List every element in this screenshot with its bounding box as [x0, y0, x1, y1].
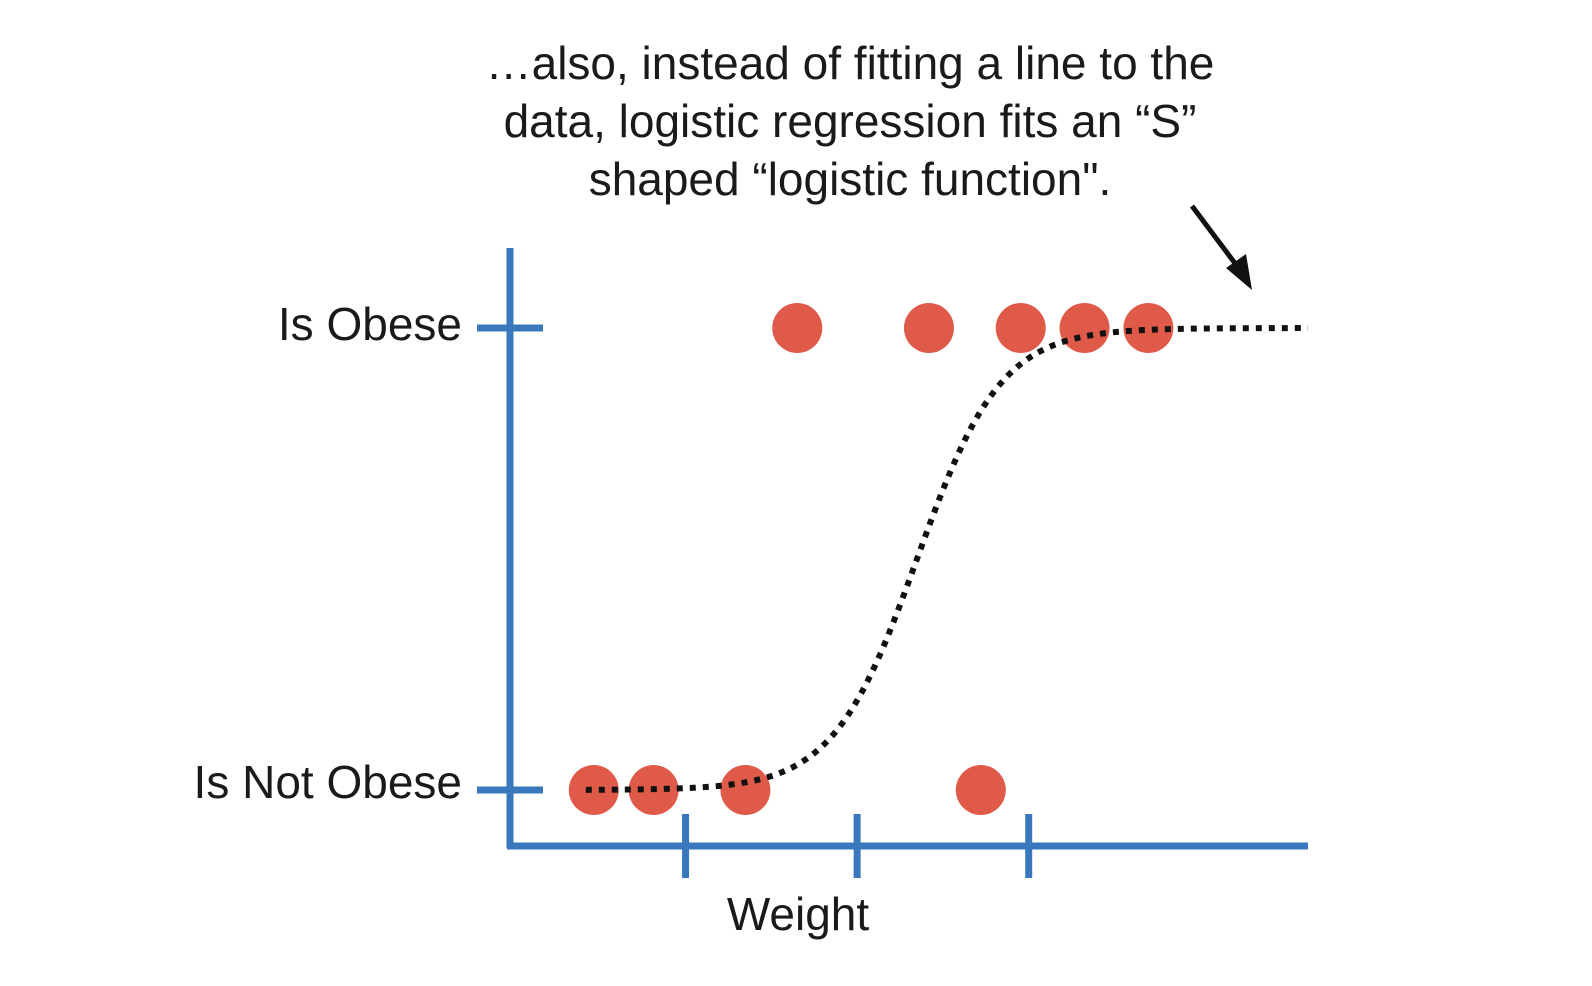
arrow-shaft: [1190, 204, 1242, 272]
arrow-layer: [1190, 204, 1252, 290]
y-label-is-not-obese: Is Not Obese: [193, 756, 462, 808]
data-point: [720, 765, 771, 815]
data-point: [1059, 303, 1110, 353]
annotation-line-2: data, logistic regression fits an “S”: [503, 95, 1197, 147]
points-layer: [568, 303, 1174, 815]
arrow-head: [1226, 254, 1252, 290]
annotation-line-1: …also, instead of fitting a line to the: [485, 37, 1215, 89]
data-point: [1123, 303, 1174, 353]
logistic-curve: [585, 325, 1308, 793]
x-axis-label: Weight: [726, 888, 870, 940]
data-point: [772, 303, 823, 353]
data-point: [903, 303, 954, 353]
axes: [477, 248, 1308, 878]
data-point: [955, 765, 1006, 815]
annotation-line-3: shaped “logistic function".: [588, 153, 1112, 205]
data-point: [568, 765, 619, 815]
data-point: [995, 303, 1046, 353]
curve-layer: [585, 325, 1308, 793]
y-label-is-obese: Is Obese: [277, 298, 462, 350]
